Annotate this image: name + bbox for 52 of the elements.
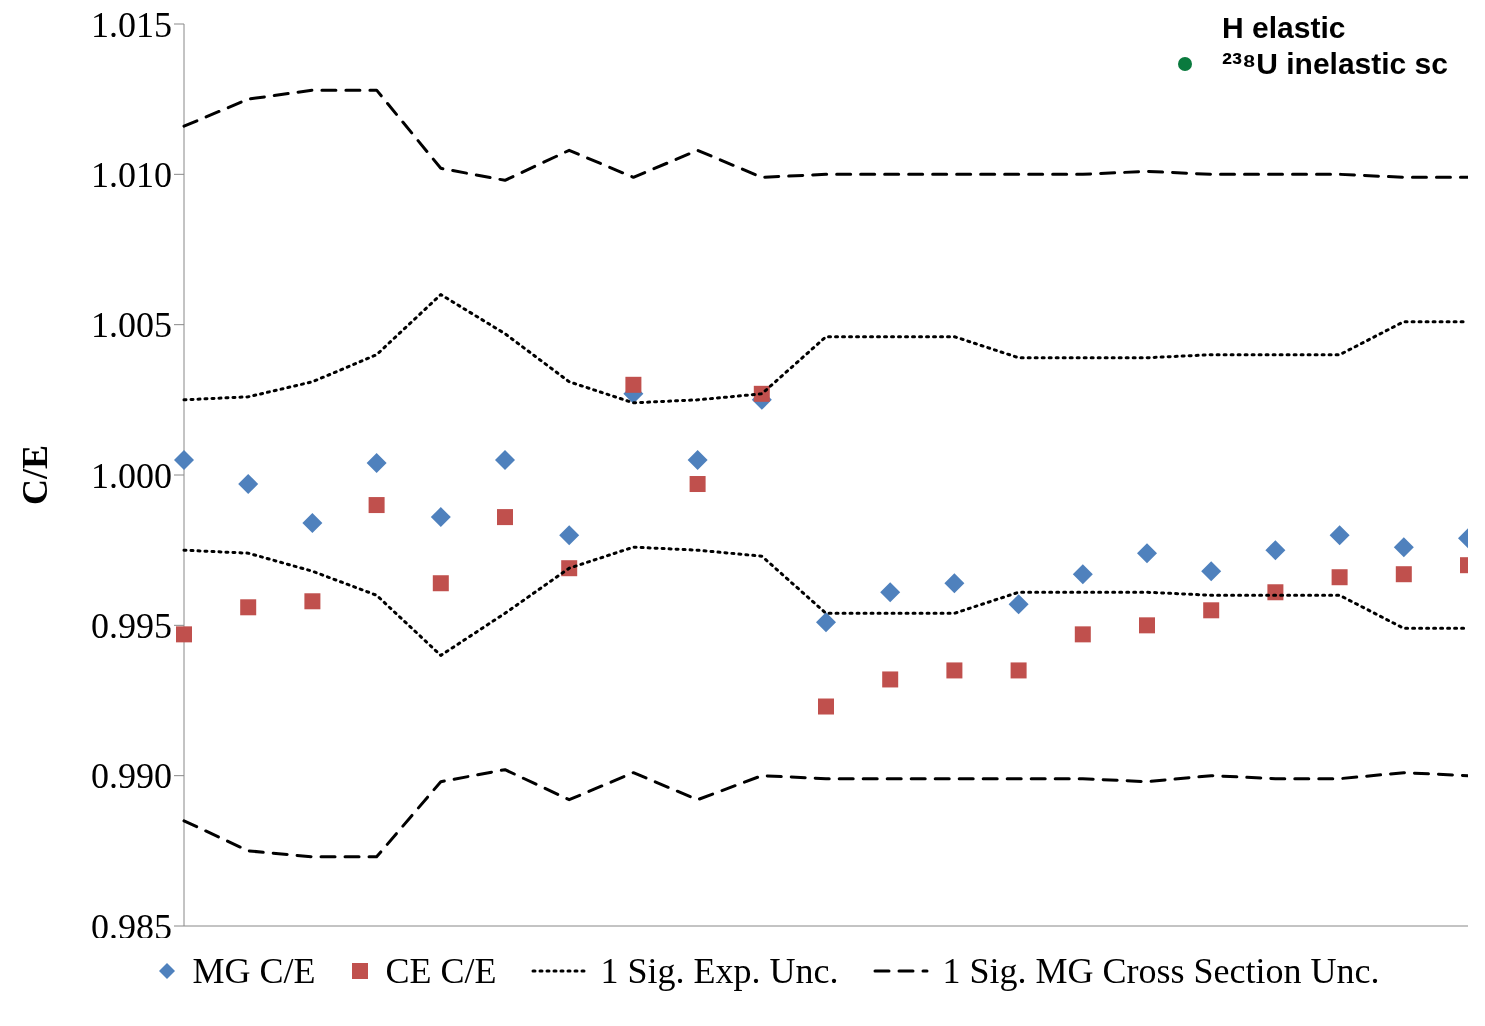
point [1074,626,1091,643]
legend-label: CE C/E [385,950,497,992]
point [1008,594,1029,615]
point [946,662,963,679]
point [1137,543,1157,564]
legend-label: 1 Sig. Exp. Unc. [600,950,839,992]
point [625,376,642,393]
point [1331,569,1348,586]
point [174,449,194,470]
point [304,593,321,610]
point [430,507,451,528]
point [1265,540,1286,561]
line-series [182,88,1468,182]
line-series [182,545,1468,657]
point [1203,602,1220,619]
point [559,525,580,546]
legend-label: MG C/E [192,950,316,992]
point [302,513,323,534]
point [176,626,192,643]
y-tick-label: 0.990 [91,756,172,797]
legend-label: 1 Sig. MG Cross Section Unc. [942,950,1380,992]
point [882,671,899,688]
point [497,509,513,526]
point [1201,561,1222,582]
point [689,476,706,493]
point [816,612,836,633]
point [944,573,965,594]
point [1072,564,1093,585]
point [1393,537,1414,558]
point [495,449,515,470]
point [368,497,385,514]
y-tick-label: 1.015 [91,4,172,45]
point [432,575,449,592]
point [818,698,834,715]
y-tick-label: 0.995 [91,606,172,647]
point [1139,617,1155,634]
point [1010,662,1027,679]
y-tick-label: 1.010 [91,155,172,196]
y-tick-label: 1.005 [91,305,172,346]
line-series [182,768,1468,859]
line-series [182,293,1468,405]
annotation: ²³⁸U inelastic sc [1222,46,1448,82]
point [366,452,387,473]
y-tick-label: 1.000 [91,455,172,496]
point [880,582,901,603]
point [1395,566,1412,583]
point [1329,525,1350,546]
point [238,474,259,495]
point [240,599,257,616]
y-axis-title: C/E [14,444,55,506]
annotation: H elastic [1222,10,1346,46]
point [687,449,708,470]
